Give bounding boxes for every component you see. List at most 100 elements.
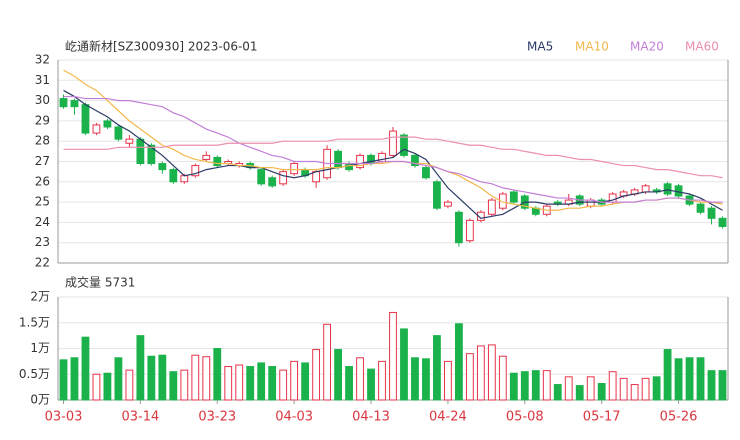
y-tick-label: 22 [35,256,50,270]
candle-body [202,154,211,160]
volume-bar [608,371,617,401]
y-tick-label: 2万 [30,290,50,304]
y-tick-label: 23 [35,235,50,249]
volume-bar [81,336,90,401]
volume-bar [411,357,419,401]
volume-bar [487,344,496,401]
x-tick-label: 05-17 [583,410,621,425]
candle-body [356,154,364,169]
candle-body [334,150,342,169]
volume-bar [389,311,397,401]
volume-bar [345,366,353,401]
candle-body [114,126,123,140]
volume-bar [169,371,178,401]
candle-body [279,171,288,185]
volume-bar [92,373,101,401]
candle-body [169,169,178,183]
candle-body [180,175,189,183]
y-tick-label: 0万 [30,393,50,407]
y-tick-label: 30 [35,93,50,107]
candle-body [707,207,716,219]
volume-bar [498,355,507,401]
y-tick-label: 32 [35,53,50,67]
volume-bar [257,362,266,401]
candle-body [509,191,518,203]
volume-bar [147,355,156,401]
volume-bar [312,349,321,401]
candle-body [498,193,507,209]
volume-bar [718,370,727,401]
volume-bar [400,328,408,401]
volume-bar [378,360,386,401]
candle-body [290,163,299,175]
candle-body [213,156,222,167]
volume-bar [564,376,573,401]
candle-body [268,177,277,187]
candle-body [422,167,430,179]
ma-line [63,95,723,203]
candle-body [81,104,90,134]
volume-bar [586,376,595,401]
candle-body [125,138,134,144]
volume-bar [619,377,628,401]
volume-bar [213,348,222,401]
volume-bar [125,369,134,401]
volume-bar [685,357,694,401]
volume-bar [114,357,123,401]
x-tick-label: 05-08 [506,410,544,425]
volume-bar [652,376,661,401]
volume-bar [663,349,672,401]
volume-bar [103,372,112,401]
volume-bar [158,354,167,401]
candle-body [158,163,167,171]
candle-body [257,169,266,185]
ma-line [63,136,723,179]
candle-body [312,171,321,183]
volume-bar [323,323,332,401]
legend-label: MA60 [685,40,719,54]
volume-bar [553,384,562,401]
volume-bar [422,358,430,401]
y-tick-label: 31 [35,73,50,87]
candle-body [400,134,408,156]
volume-bar [674,358,683,401]
volume-bar [696,357,705,401]
x-tick-label: 03-23 [198,410,236,425]
volume-bar [641,377,650,401]
candle-body [136,138,145,165]
volume-bar [180,369,189,401]
volume-bar [279,369,288,401]
volume-bar [509,372,518,401]
candle-body [476,211,485,221]
volume-bar [367,368,375,401]
volume-bar [433,335,441,401]
volume-bar [70,357,79,401]
y-tick-label: 0.5万 [19,367,50,381]
candle-body [663,183,672,195]
candle-body [411,154,419,167]
candle-body [487,199,496,215]
volume-bar [597,383,606,401]
y-tick-label: 25 [35,195,50,209]
y-tick-label: 28 [35,134,50,148]
y-tick-label: 26 [35,174,50,188]
volume-bar [542,370,551,401]
legend-label: MA20 [630,40,664,54]
y-tick-label: 24 [35,215,50,229]
volume-bar [235,364,244,401]
volume-bar [268,366,277,401]
y-tick-label: 1万 [30,341,50,355]
candle-body [696,203,705,213]
candle-body [433,181,441,209]
volume-bar [290,360,299,401]
candle-body [718,217,727,227]
y-tick-label: 29 [35,113,50,127]
candle-body [59,98,68,108]
candle-body [103,120,112,128]
ma-line [63,89,723,219]
chart-title: 屹通新材[SZ300930] 2023-06-01 [65,39,258,54]
candle-body [454,211,463,244]
volume-bar [465,353,474,401]
